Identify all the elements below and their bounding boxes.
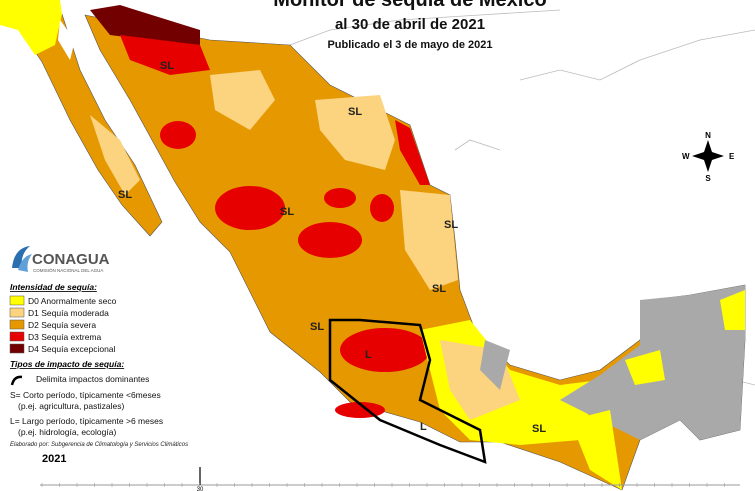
map-label: SL bbox=[432, 283, 446, 295]
logo-tagline: COMISIÓN NACIONAL DEL AGUA bbox=[33, 267, 103, 273]
legend-swatch bbox=[9, 331, 25, 342]
legend-swatch bbox=[9, 307, 25, 318]
legend-swatch bbox=[9, 319, 25, 330]
map-label: SL bbox=[348, 106, 362, 118]
logo-name: CONAGUA bbox=[32, 251, 110, 268]
legend-swatch bbox=[9, 343, 25, 354]
impact-line: Delimita impactos dominantes bbox=[36, 374, 149, 384]
legend-title: Intensidad de sequía: bbox=[10, 282, 97, 292]
long-text: (p.ej. hidrología, ecología) bbox=[18, 427, 116, 437]
compass-n: N bbox=[705, 131, 711, 140]
long-text: L= Largo período, típicamente >6 meses bbox=[10, 416, 163, 426]
map-label: SL bbox=[310, 321, 324, 333]
credit: Elaborado por: Subgerencia de Climatolog… bbox=[10, 442, 188, 448]
legend-label: D2 Sequía severa bbox=[28, 320, 96, 330]
legend-swatch bbox=[9, 295, 25, 306]
legend-label: D3 Sequía extrema bbox=[28, 332, 102, 342]
published: Publicado el 3 de mayo de 2021 bbox=[327, 39, 492, 51]
baja-california bbox=[0, 0, 163, 237]
mainland bbox=[84, 5, 746, 491]
timeline: 2021 30 bbox=[40, 453, 740, 491]
short-text: (p.ej. agricultura, pastizales) bbox=[18, 401, 124, 411]
map-label: L bbox=[420, 421, 427, 433]
subtitle: al 30 de abril de 2021 bbox=[335, 16, 485, 33]
legend-label: D0 Anormalmente seco bbox=[28, 296, 117, 306]
legend: Intensidad de sequía: Tipos de impacto d… bbox=[9, 282, 188, 448]
impact-title: Tipos de impacto de sequía: bbox=[10, 359, 124, 369]
timeline-mark: 30 bbox=[197, 487, 204, 491]
logo: CONAGUA COMISIÓN NACIONAL DEL AGUA bbox=[12, 246, 110, 273]
map-label: L bbox=[365, 349, 372, 361]
compass: N E S W bbox=[682, 131, 735, 183]
compass-w: W bbox=[682, 152, 690, 161]
legend-label: D1 Sequía moderada bbox=[28, 308, 109, 318]
title: Monitor de sequía de México bbox=[273, 0, 546, 11]
legend-label: D4 Sequía excepcional bbox=[28, 344, 116, 354]
map-label: SL bbox=[118, 189, 132, 201]
map-label: SL bbox=[280, 206, 294, 218]
compass-e: E bbox=[729, 152, 735, 161]
map-label: SL bbox=[160, 60, 174, 72]
map-label: SL bbox=[532, 423, 546, 435]
short-text: S= Corto período, típicamente <6meses bbox=[10, 390, 161, 400]
compass-s: S bbox=[705, 174, 711, 183]
timeline-year: 2021 bbox=[42, 453, 66, 465]
map-label: SL bbox=[444, 219, 458, 231]
